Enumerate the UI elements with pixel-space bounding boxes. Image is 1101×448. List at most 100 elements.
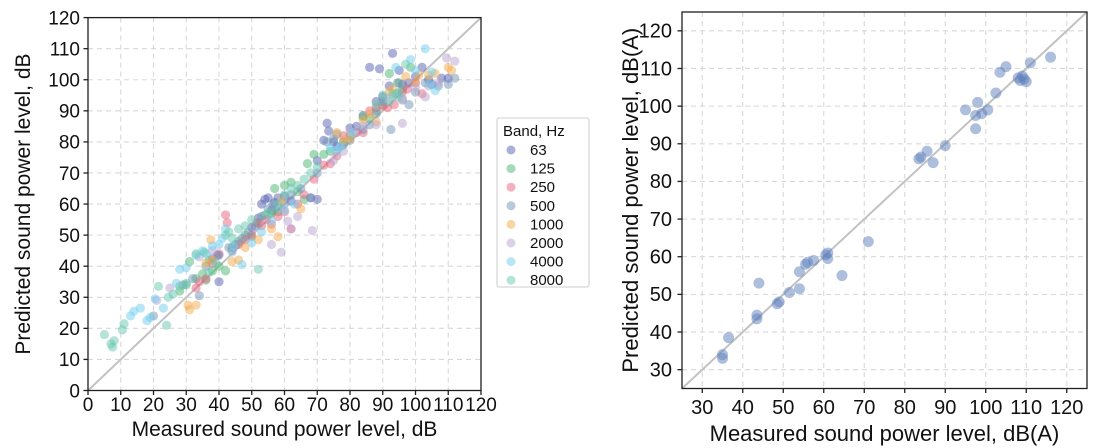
scatter-point-band-overall-dB-A- [862,236,874,248]
scatter-point-band-8000 [240,221,250,231]
x-tick-label: 80 [339,395,360,416]
scatter-point-band-4000 [427,67,437,77]
x-tick-label: 30 [176,395,197,416]
scatter-point-band-63 [374,64,385,74]
x-tick-label: 70 [853,397,875,419]
scatter-point-band-500 [394,78,404,88]
legend-box [496,117,590,288]
scatter-point-band-1000 [191,300,201,310]
legend-title: Band, Hz [503,123,565,140]
y-tick-label: 40 [59,257,80,278]
legend-label: 63 [530,142,547,159]
scatter-point-band-overall-dB-A- [783,286,795,298]
y-tick-label: 20 [59,319,80,340]
scatter-point-band-8000 [312,162,322,172]
scatter-point-band-overall-dB-A- [921,145,933,157]
scatter-point-band-125 [270,183,280,194]
scatter-point-band-overall-dB-A- [1045,51,1057,63]
scatter-point-band-8000 [401,59,411,69]
scatter-point-band-overall-dB-A- [753,277,765,289]
scatter-point-band-4000 [391,62,401,72]
scatter-point-band-8000 [273,199,283,209]
scatter-point-band-2000 [329,155,339,166]
x-tick-label: 80 [894,397,916,419]
legend-marker [506,238,516,248]
scatter-point-band-2000 [450,56,460,66]
legend-marker [506,164,516,174]
scatter-point-band-8000 [181,278,191,288]
scatter-point-band-overall-dB-A- [1020,76,1032,88]
scatter-point-band-500 [194,291,204,301]
x-tick-label: 70 [307,395,328,416]
scatter-point-band-overall-dB-A- [960,104,971,116]
scatter-point-band-4000 [279,205,290,215]
scatter-point-band-8000 [199,247,209,257]
scatter-point-band-63 [324,126,334,136]
scatter-point-band-1000 [240,242,250,253]
legend-label: 2000 [530,235,563,252]
scatter-point-band-4000 [266,216,276,226]
scatter-point-band-4000 [256,227,267,237]
x-tick-label: 90 [372,395,393,416]
scatter-point-band-2000 [283,216,293,226]
scatter-point-band-1000 [184,305,195,315]
scatter-point-band-4000 [158,303,168,313]
legend-marker [506,145,516,155]
scatter-point-band-overall-dB-A- [793,283,805,295]
scatter-point-band-4000 [335,141,345,152]
y-tick-label: 0 [69,381,80,402]
scatter-point-band-8000 [293,180,303,191]
scatter-point-band-8000 [384,96,394,107]
right-scatter-plot: 30 40 50 60 70 80 90 100 110 120 30 40 50 60 70 80 90 100… [620,11,1088,446]
x-tick-label: 120 [465,395,497,416]
x-tick-label: 60 [274,395,295,416]
scatter-point-band-2000 [266,239,276,250]
y-tick-label: 80 [650,171,672,193]
scatter-point-band-2000 [371,120,381,130]
scatter-point-band-500 [237,233,247,243]
scatter-point-band-2000 [420,92,430,102]
scatter-point-band-overall-dB-A- [793,266,805,278]
scatter-point-band-overall-dB-A- [927,157,939,169]
legend-marker [506,275,516,285]
scatter-point-band-2000 [358,121,368,131]
y-tick-label: 120 [48,8,80,29]
scatter-point-band-125 [302,159,313,169]
scatter-point-band-2000 [307,225,317,236]
scatter-point-band-overall-dB-A- [939,140,951,152]
plot-border [681,11,1088,390]
x-tick-label: 30 [691,397,713,419]
scatter-point-band-125 [384,68,394,79]
scatter-point-band-2000 [433,78,444,88]
scatter-point-band-4000 [145,312,155,323]
scatter-point-band-overall-dB-A- [822,253,834,265]
scatter-point-band-8000 [263,208,273,218]
x-tick-label: 60 [813,397,835,419]
scatter-point-band-1000 [365,109,375,119]
x-tick-label: 50 [772,397,794,419]
scatter-point-band-125 [220,266,231,276]
x-axis-label: Measured sound power level, dB(A) [710,421,1060,446]
y-tick-label: 70 [59,164,80,185]
scatter-point-band-8000 [204,267,214,278]
scatter-point-band-1000 [332,127,342,138]
scatter-point-band-overall-dB-A- [751,309,763,321]
x-tick-label: 0 [83,395,94,416]
scatter-point-band-overall-dB-A- [836,270,848,282]
scatter-point-band-63 [263,193,273,203]
x-tick-label: 40 [208,395,229,416]
scatter-point-band-500 [386,124,396,135]
scatter-point-band-250 [220,210,231,220]
y-axis-label: Predicted sound power level, dB [12,53,35,354]
scatter-point-band-2000 [397,118,407,128]
scatter-point-band-overall-dB-A- [972,96,984,108]
scatter-point-band-4000 [348,127,358,138]
scatter-point-band-2000 [286,224,296,234]
scatter-point-band-4000 [420,44,430,54]
scatter-point-band-4000 [430,86,440,96]
scatter-point-band-8000 [394,87,404,97]
x-tick-label: 40 [732,397,754,419]
left-scatter-plot: 0 10 20 30 40 50 60 70 80 90 100 110 120010203040506… [12,8,590,441]
scatter-point-band-8000 [162,320,172,330]
scatter-point-band-500 [188,274,198,284]
